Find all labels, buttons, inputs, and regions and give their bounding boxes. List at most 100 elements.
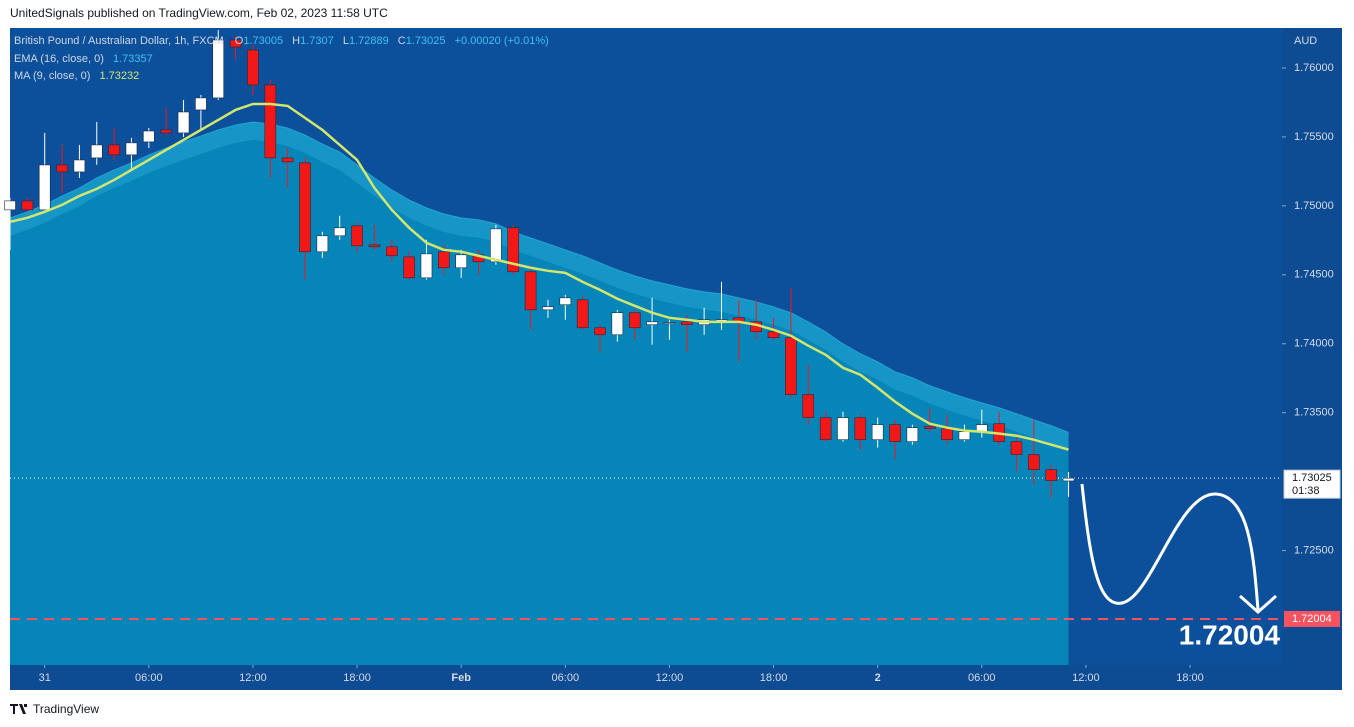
plot [4,30,1282,666]
candle-body [559,297,572,306]
legend-ema: EMA (16, close, 0) 1.73357 [14,53,153,65]
candle-body [351,225,363,247]
y-tick-label: 1.76000 [1294,62,1334,74]
x-tick-label: 12:00 [656,672,684,684]
candle-body [143,130,155,143]
y-tick-label: 1.74500 [1294,269,1334,281]
x-tick-label: 2 [875,672,881,684]
x-tick-label: Feb [451,672,471,684]
brand-name: TradingView [33,702,99,716]
candle-body [524,271,537,311]
legend-h-value: 1.7307 [300,35,334,47]
ma-line [9,102,1069,451]
candle-body [299,162,311,253]
candle-body [333,227,346,237]
candle-body [1010,441,1023,455]
x-tick-label: 18:00 [343,672,371,684]
candle-body [212,39,225,99]
candle-body [195,97,207,111]
candle-body [785,337,797,395]
legend-ma-value: 1.73232 [99,70,139,82]
x-tick-label: 31 [39,672,51,684]
y-tick-label: 1.75000 [1294,200,1334,212]
candle-body [854,417,867,441]
candle-body [21,200,34,211]
candle-body [906,427,919,442]
legend-h: H [292,35,300,47]
time-axis [10,665,1282,690]
candle-body [663,322,676,325]
candle-body [90,144,103,159]
candle-body [281,157,294,163]
candle-body [871,424,884,441]
legend-change: +0.00020 (+0.01%) [455,35,549,47]
last-price-tag [1283,469,1341,499]
brand-logo [10,704,27,714]
legend-main: British Pound / Australian Dollar, 1h, F… [14,35,549,47]
candle-body [316,235,329,253]
candle-body [247,49,259,86]
candle-body [958,431,971,441]
candle-body [1045,469,1058,481]
legend-l: L [343,35,349,47]
x-tick-label: 12:00 [239,672,267,684]
candle-body [490,228,502,263]
candle-body [611,312,624,336]
x-tick-label: 06:00 [135,672,163,684]
candle-body [576,299,589,329]
candle-body [542,306,554,311]
y-tick-label: 1.75500 [1294,131,1334,143]
candle-body [4,200,16,211]
arrow-head [1239,594,1277,615]
candle-body [403,256,415,279]
legend-l-value: 1.72889 [349,35,389,47]
x-tick-label: 18:00 [1176,672,1204,684]
candle-body [438,251,450,269]
legend-c: C [398,35,406,47]
currency-label: AUD [1294,35,1317,47]
candle-body [73,159,86,173]
candle-body [1062,477,1075,482]
candle-body [177,111,190,134]
candle-body [385,246,398,257]
projection-arrow [1080,483,1260,611]
candle-body [264,84,277,159]
candle-body [420,253,433,279]
target-big-label: 1.72004 [1179,619,1281,650]
candle-body [646,321,658,326]
publish-header: UnitedSignals published on TradingView.c… [10,6,388,20]
countdown-label: 01:38 [1292,485,1320,497]
candle-body [837,417,849,441]
candle-body [941,428,953,441]
legend-o-value: 1.73005 [243,35,283,47]
legend-ma: MA (9, close, 0) 1.73232 [14,70,139,82]
candle-body [108,144,120,156]
candle-body [56,164,68,173]
candle-body [767,331,780,338]
last-price-label: 1.73025 [1292,472,1332,484]
y-tick-label: 1.72500 [1294,544,1334,556]
x-tick-label: 12:00 [1072,672,1100,684]
candle-body [680,321,693,326]
candle-body [455,254,467,269]
candle-body [1028,454,1040,470]
x-tick-label: 06:00 [968,672,996,684]
ema-line [9,121,1069,433]
legend-title: British Pound / Australian Dollar, 1h, F… [14,35,224,47]
candle-body [368,244,381,248]
candle-body [628,312,641,329]
ema-area [10,121,1069,666]
legend-ma-name: MA (9, close, 0) [14,70,90,82]
candle-body [819,417,832,441]
footer: TradingView [10,702,99,716]
legend-o: O [235,35,244,47]
legend-c-value: 1.73025 [406,35,446,47]
legend-ema-name: EMA (16, close, 0) [14,53,104,65]
candle-body [923,426,936,429]
y-tick-label: 1.74000 [1294,338,1334,350]
candle-body [507,227,520,273]
candle-body [160,129,172,134]
target-tag-label: 1.72004 [1292,613,1332,625]
